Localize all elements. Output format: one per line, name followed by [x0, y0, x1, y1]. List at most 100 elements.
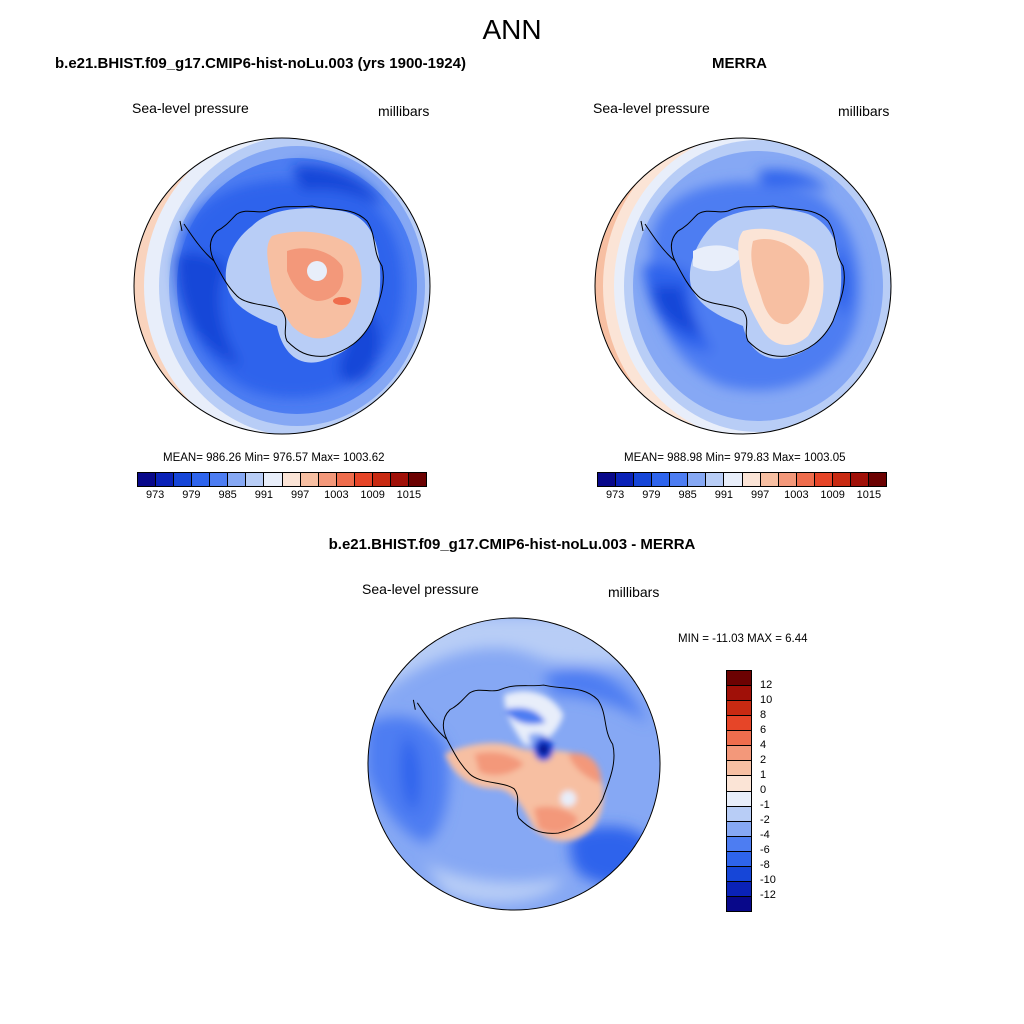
colorbar-tick-label: 0: [760, 784, 767, 796]
panel-diff-variable: Sea-level pressure: [362, 581, 479, 597]
colorbar-swatch: [318, 473, 337, 486]
colorbar-swatch: [727, 851, 751, 867]
colorbar-swatch: [727, 881, 751, 897]
colorbar-swatch: [616, 473, 635, 486]
colorbar-tick-label: 997: [290, 489, 310, 501]
colorbar-tick-label: 985: [678, 489, 697, 501]
colorbar-swatch: [174, 473, 193, 486]
colorbar-swatch: [850, 473, 869, 486]
colorbar-model: 973 979 985 991 997 1003 1009 1015: [137, 472, 427, 503]
panel-model-title: b.e21.BHIST.f09_g17.CMIP6-hist-noLu.003 …: [55, 55, 466, 72]
colorbar-tick-label: 991: [254, 489, 274, 501]
colorbar-swatch: [282, 473, 301, 486]
colorbar-swatch: [868, 473, 886, 486]
panel-diff-units: millibars: [608, 584, 660, 600]
colorbar-tick-label: 973: [145, 489, 165, 501]
colorbar-tick-label: 1015: [396, 489, 422, 501]
colorbar-swatch: [727, 671, 751, 687]
colorbar-tick-label: 985: [218, 489, 237, 501]
colorbar-swatch: [727, 866, 751, 882]
colorbar-swatch: [727, 806, 751, 822]
colorbar-tick-label: 1009: [820, 489, 845, 501]
colorbar-swatch: [796, 473, 815, 486]
colorbar-swatch: [760, 473, 779, 486]
colorbar-tick-label: -6: [760, 844, 770, 856]
colorbar-tick-label: -8: [760, 859, 770, 871]
colorbar-swatch: [390, 473, 409, 486]
colorbar-swatch: [727, 716, 751, 732]
colorbar-swatch: [336, 473, 355, 486]
colorbar-tick-label: 1015: [856, 489, 882, 501]
colorbar-swatch: [372, 473, 391, 486]
colorbar-swatch: [670, 473, 689, 486]
colorbar-swatch: [706, 473, 725, 486]
colorbar-swatch: [408, 473, 426, 486]
colorbar-model-ticks: 973 979 985 991 997 1003 1009 1015: [137, 487, 427, 503]
colorbar-swatch: [727, 686, 751, 702]
figure-title: ANN: [482, 14, 542, 45]
colorbar-tick-label: 979: [642, 489, 661, 501]
colorbar-swatch: [300, 473, 319, 486]
colorbar-swatch: [727, 896, 751, 911]
colorbar-tick-label: 1003: [784, 489, 809, 501]
colorbar-tick-label: -1: [760, 799, 770, 811]
polar-map-obs: [594, 137, 892, 435]
colorbar-swatch: [814, 473, 833, 486]
colorbar-tick-label: 2: [760, 754, 767, 766]
panel-obs-title: MERRA: [712, 55, 767, 72]
colorbar-obs-ticks: 973 979 985 991 997 1003 1009 1015: [597, 487, 887, 503]
polar-map-difference: [367, 617, 661, 911]
colorbar-swatch: [354, 473, 373, 486]
panel-diff-title: b.e21.BHIST.f09_g17.CMIP6-hist-noLu.003 …: [328, 536, 696, 553]
colorbar-swatch: [156, 473, 175, 486]
colorbar-tick-label: 4: [760, 739, 767, 751]
colorbar-swatch: [778, 473, 797, 486]
panel-diff-stats: MIN = -11.03 MAX = 6.44: [678, 633, 808, 645]
colorbar-swatch: [727, 836, 751, 852]
colorbar-swatch: [192, 473, 211, 486]
colorbar-swatch: [598, 473, 617, 486]
colorbar-swatch: [727, 746, 751, 762]
colorbar-tick-label: 979: [182, 489, 201, 501]
colorbar-tick-label: -10: [760, 874, 776, 886]
colorbar-model-swatches: [137, 472, 427, 487]
colorbar-obs: 973 979 985 991 997 1003 1009 1015: [597, 472, 887, 503]
colorbar-tick-label: 997: [750, 489, 770, 501]
colorbar-swatch: [727, 701, 751, 717]
colorbar-swatch: [210, 473, 229, 486]
panel-obs-variable: Sea-level pressure: [593, 100, 710, 116]
colorbar-swatch: [832, 473, 851, 486]
colorbar-swatch: [727, 776, 751, 792]
panel-model-units: millibars: [378, 103, 430, 119]
colorbar-tick-label: 1009: [360, 489, 385, 501]
colorbar-swatch: [688, 473, 707, 486]
colorbar-tick-label: 6: [760, 724, 767, 736]
colorbar-tick-label: 1003: [324, 489, 349, 501]
colorbar-swatch: [724, 473, 743, 486]
colorbar-swatch: [264, 473, 283, 486]
panel-obs-stats: MEAN= 988.98 Min= 979.83 Max= 1003.05: [624, 452, 846, 464]
colorbar-swatch: [634, 473, 653, 486]
colorbar-tick-label: 973: [605, 489, 625, 501]
colorbar-swatch: [742, 473, 761, 486]
colorbar-swatch: [138, 473, 157, 486]
colorbar-tick-label: -12: [760, 889, 776, 901]
polar-map-model: [133, 137, 431, 435]
colorbar-tick-label: -2: [760, 814, 770, 826]
colorbar-swatch: [246, 473, 265, 486]
colorbar-swatch: [727, 761, 751, 777]
colorbar-obs-swatches: [597, 472, 887, 487]
colorbar-swatch: [727, 821, 751, 837]
colorbar-tick-label: 8: [760, 709, 767, 721]
colorbar-swatch: [727, 791, 751, 807]
colorbar-tick-label: 991: [714, 489, 734, 501]
colorbar-tick-label: 12: [760, 679, 773, 691]
colorbar-tick-label: 1: [760, 769, 767, 781]
colorbar-swatch: [727, 731, 751, 747]
colorbar-tick-label: 10: [760, 694, 773, 706]
colorbar-tick-label: -4: [760, 829, 770, 841]
colorbar-swatch: [228, 473, 247, 486]
panel-obs-units: millibars: [838, 103, 890, 119]
colorbar-difference-swatches: [726, 670, 752, 912]
panel-model-stats: MEAN= 986.26 Min= 976.57 Max= 1003.62: [163, 452, 385, 464]
